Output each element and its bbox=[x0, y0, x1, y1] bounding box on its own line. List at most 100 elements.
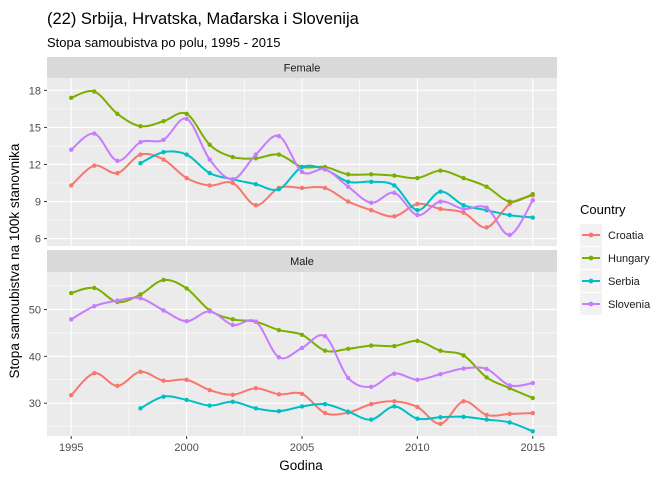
data-point-hungary bbox=[438, 348, 443, 353]
facet-strip bbox=[47, 57, 557, 78]
data-point-slovenia bbox=[507, 383, 512, 388]
data-point-slovenia bbox=[322, 333, 328, 339]
legend-item-slovenia: Slovenia bbox=[580, 293, 651, 315]
data-point-croatia bbox=[299, 391, 305, 397]
data-point-croatia bbox=[184, 175, 189, 181]
data-point-slovenia bbox=[345, 184, 351, 189]
legend-item-serbia: Serbia bbox=[580, 270, 641, 292]
data-point-hungary bbox=[322, 348, 328, 353]
y-axis-label: Stopa samoubistva na 100k stanovnika bbox=[7, 143, 22, 378]
data-point-croatia bbox=[484, 225, 489, 230]
data-point-croatia bbox=[69, 183, 74, 188]
data-point-croatia bbox=[461, 399, 466, 404]
data-point-serbia bbox=[438, 189, 443, 194]
data-point-croatia bbox=[138, 152, 143, 157]
data-point-serbia bbox=[461, 203, 466, 208]
data-point-hungary bbox=[345, 172, 351, 177]
data-point-croatia bbox=[392, 214, 397, 219]
legend-key-point bbox=[588, 301, 594, 307]
data-point-hungary bbox=[461, 353, 466, 358]
legend-label: Croatia bbox=[608, 230, 644, 242]
facet-strip-label: Female bbox=[284, 63, 321, 75]
data-point-croatia bbox=[369, 401, 374, 407]
chart-title: (22) Srbija, Hrvatska, Mađarska i Sloven… bbox=[47, 10, 360, 28]
data-point-serbia bbox=[299, 404, 305, 409]
data-point-slovenia bbox=[92, 131, 97, 136]
data-point-serbia bbox=[369, 417, 374, 422]
data-point-slovenia bbox=[276, 133, 282, 139]
data-point-croatia bbox=[345, 199, 351, 204]
panel-male: Male 30 40 50 bbox=[29, 250, 557, 436]
data-point-hungary bbox=[276, 152, 282, 157]
data-point-slovenia bbox=[484, 366, 489, 372]
data-point-hungary bbox=[461, 175, 466, 181]
data-point-slovenia bbox=[161, 137, 166, 142]
data-point-croatia bbox=[322, 410, 328, 416]
data-point-hungary bbox=[184, 286, 189, 291]
data-point-hungary bbox=[438, 168, 443, 173]
data-point-serbia bbox=[230, 399, 235, 404]
data-point-slovenia bbox=[392, 190, 397, 196]
data-point-serbia bbox=[207, 170, 212, 176]
data-point-hungary bbox=[369, 343, 374, 348]
data-point-hungary bbox=[138, 123, 143, 129]
legend-key-point bbox=[588, 255, 594, 261]
data-point-serbia bbox=[345, 409, 351, 414]
x-tick-label: 2000 bbox=[174, 442, 198, 454]
legend-item-hungary: Hungary bbox=[580, 247, 650, 269]
data-point-serbia bbox=[530, 429, 535, 434]
y-tick-label: 12 bbox=[29, 159, 41, 171]
data-point-slovenia bbox=[484, 205, 489, 210]
data-point-hungary bbox=[184, 111, 189, 117]
data-point-hungary bbox=[392, 343, 397, 349]
data-point-croatia bbox=[207, 387, 212, 393]
data-point-croatia bbox=[530, 410, 535, 416]
data-point-hungary bbox=[69, 290, 74, 296]
data-point-croatia bbox=[415, 201, 420, 207]
data-point-serbia bbox=[415, 207, 420, 213]
data-point-croatia bbox=[253, 203, 259, 208]
data-point-slovenia bbox=[138, 296, 143, 301]
data-point-slovenia bbox=[253, 319, 259, 324]
data-point-slovenia bbox=[115, 158, 120, 163]
x-tick-label: 2010 bbox=[405, 442, 429, 454]
data-point-hungary bbox=[161, 277, 166, 283]
data-point-hungary bbox=[92, 285, 97, 291]
data-point-slovenia bbox=[530, 380, 535, 386]
data-point-hungary bbox=[230, 154, 235, 160]
data-point-croatia bbox=[438, 206, 443, 212]
data-point-croatia bbox=[69, 393, 74, 398]
data-point-croatia bbox=[369, 207, 374, 213]
data-point-slovenia bbox=[369, 200, 374, 205]
data-point-hungary bbox=[530, 191, 535, 197]
y-tick-label: 18 bbox=[29, 85, 41, 97]
y-tick-label: 9 bbox=[35, 197, 41, 209]
data-point-croatia bbox=[230, 392, 235, 397]
data-point-slovenia bbox=[184, 116, 189, 121]
x-tick-label: 2015 bbox=[521, 442, 545, 454]
data-point-croatia bbox=[438, 421, 443, 427]
data-point-slovenia bbox=[322, 167, 328, 172]
data-point-serbia bbox=[484, 417, 489, 422]
data-point-serbia bbox=[461, 414, 466, 419]
data-point-serbia bbox=[322, 401, 328, 407]
data-point-slovenia bbox=[507, 232, 512, 238]
data-point-slovenia bbox=[230, 177, 235, 182]
data-point-slovenia bbox=[369, 384, 374, 389]
data-point-serbia bbox=[438, 415, 443, 420]
data-point-slovenia bbox=[161, 308, 166, 313]
data-point-slovenia bbox=[207, 157, 212, 162]
y-tick-label: 15 bbox=[29, 122, 41, 134]
data-point-hungary bbox=[161, 119, 166, 124]
data-point-serbia bbox=[138, 161, 143, 166]
data-point-hungary bbox=[207, 142, 212, 147]
data-point-hungary bbox=[69, 95, 74, 100]
x-tick-label: 1995 bbox=[59, 442, 83, 454]
data-point-slovenia bbox=[253, 152, 259, 157]
data-point-croatia bbox=[322, 185, 328, 191]
data-point-croatia bbox=[207, 183, 212, 188]
data-point-slovenia bbox=[276, 355, 282, 360]
data-point-croatia bbox=[415, 404, 420, 410]
data-point-croatia bbox=[276, 392, 282, 397]
data-point-serbia bbox=[507, 212, 512, 218]
